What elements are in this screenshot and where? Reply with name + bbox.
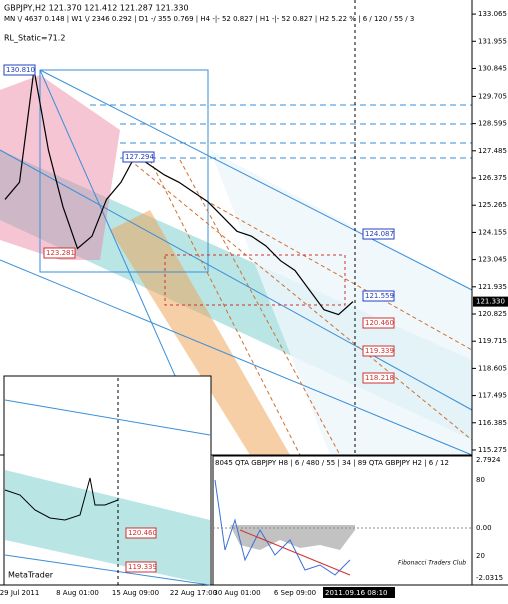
y-tick-label: 130.845 (478, 64, 507, 72)
watermark: Fibonacci Traders Club (398, 560, 466, 567)
fib-lines (129, 159, 473, 456)
x-tick-label: 6 Sep 09:00 (274, 589, 316, 597)
price-label-box (122, 151, 155, 163)
price-label-box (362, 317, 395, 329)
y-tick-label: 124.155 (478, 228, 507, 236)
pink-zone (0, 75, 120, 260)
chart-title: GBPJPY,H2 121.370 121.412 121.287 121.33… (4, 4, 189, 13)
orange-band (110, 210, 290, 455)
price-label-box (362, 372, 395, 384)
oscillator-label: 20 (476, 552, 485, 560)
price-label-box (362, 290, 395, 302)
x-tick-label: 15 Aug 09:00 (112, 589, 159, 597)
oscillator-line (214, 479, 351, 576)
oscillator-title: 8045 QTA GBPJPY H8 | 6 / 480 / 55 | 34 |… (215, 459, 449, 467)
inset-price (4, 477, 119, 521)
y-tick-label: 129.705 (478, 92, 507, 100)
y-tick-label: 115.275 (478, 446, 507, 454)
current-price: 121.330 (476, 298, 505, 306)
price-label: 124.087 (365, 230, 394, 238)
inset-line (4, 554, 211, 586)
current-date-box (323, 587, 395, 598)
indicator-label: RL_Static=71.2 (4, 34, 65, 43)
y-tick-label: 120.825 (478, 310, 507, 318)
inset-label-box (125, 527, 157, 539)
y-tick-label: 116.385 (478, 419, 507, 427)
inset-brand: MetaTrader (8, 571, 54, 580)
chart-subtitle: MN \/ 4637 0.148 | W1 \/ 2346 0.292 | D1… (4, 15, 414, 23)
price-label-box (43, 247, 76, 259)
price-label-box (3, 64, 36, 76)
price-label: 123.281 (46, 249, 75, 257)
x-tick-label: 29 Jul 2011 (0, 589, 39, 597)
x-tick-label: 8 Aug 01:00 (56, 589, 99, 597)
oscillator-label: 80 (476, 476, 485, 484)
oscillator-label: 2.7924 (476, 456, 501, 464)
dashed-levels (90, 104, 472, 159)
price-label: 127.294 (125, 153, 154, 161)
channel-fill (210, 150, 472, 455)
y-tick-label: 118.605 (478, 364, 507, 372)
inset-band (5, 470, 210, 585)
current-price-box (473, 296, 508, 307)
x-tick-label: 2011.09.16 08:10 (325, 589, 387, 597)
y-tick-label: 117.495 (478, 392, 507, 400)
inset-label: 120.460 (128, 529, 157, 537)
inset-line (4, 399, 211, 436)
price-label: 120.460 (365, 319, 394, 327)
y-tick-label: 131.955 (478, 37, 507, 45)
oscillator-label: -2.0315 (476, 574, 503, 582)
inset-label-box (125, 561, 157, 573)
price-label: 118.218 (365, 374, 394, 382)
x-tick-label: 22 Aug 17:00 (170, 589, 217, 597)
price-label: 130.810 (6, 66, 35, 74)
y-tick-label: 127.485 (478, 147, 507, 155)
oscillator-trend (239, 529, 351, 576)
price-label-box (362, 228, 395, 240)
oscillator-panel (212, 455, 473, 586)
y-tick-label: 125.265 (478, 201, 507, 209)
y-tick-label: 121.935 (478, 283, 507, 291)
oscillator-label: 0.00 (476, 524, 492, 532)
price-line (4, 69, 354, 316)
price-label-box (362, 345, 395, 357)
price-label: 119.339 (365, 347, 394, 355)
x-tick-label: 30 Aug 01:00 (213, 589, 260, 597)
price-label: 121.559 (365, 292, 394, 300)
inset-label: 119.339 (128, 563, 157, 571)
red-box (164, 254, 346, 306)
y-tick-label: 119.715 (478, 337, 507, 345)
y-tick-label: 126.375 (478, 174, 507, 182)
y-tick-label: 133.065 (478, 10, 507, 18)
y-tick-label: 128.595 (478, 120, 507, 128)
y-tick-label: 123.045 (478, 256, 507, 264)
